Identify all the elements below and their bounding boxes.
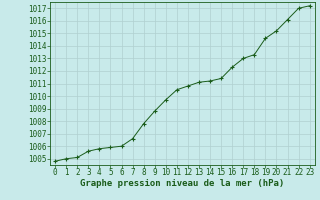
X-axis label: Graphe pression niveau de la mer (hPa): Graphe pression niveau de la mer (hPa) bbox=[80, 179, 284, 188]
